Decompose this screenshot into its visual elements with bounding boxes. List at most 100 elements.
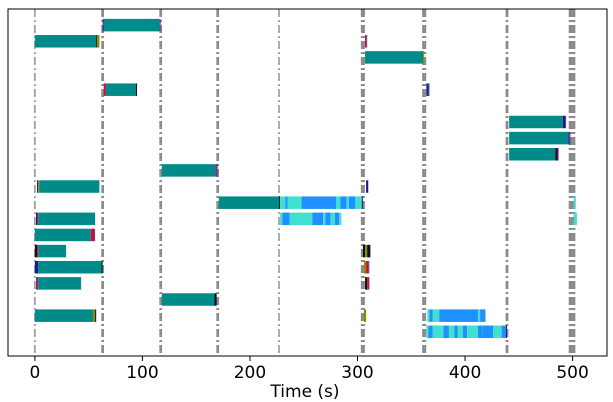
bar-row19-seg3 — [363, 309, 367, 322]
bar-row5-seg4 — [428, 83, 430, 96]
bar-row5-seg3 — [426, 83, 429, 96]
bar-row13-seg9 — [330, 212, 335, 226]
bar-row20-seg6 — [457, 325, 463, 339]
bar-row18-seg1 — [214, 293, 217, 306]
bar-row1-seg2 — [159, 18, 161, 32]
bar-row13-seg8 — [325, 212, 331, 226]
bar-row20-seg0 — [426, 325, 429, 339]
bar-row2-seg0 — [34, 35, 97, 48]
bar-row2-seg2 — [97, 35, 100, 48]
phase-lines — [34, 9, 576, 356]
bar-row16-seg1 — [38, 260, 102, 274]
bar-row7-seg2 — [565, 115, 567, 129]
bar-row12-seg12 — [573, 196, 576, 209]
bar-row18-seg0 — [161, 293, 215, 306]
bar-row13-seg2 — [38, 212, 96, 226]
bar-row12-seg2 — [280, 196, 286, 209]
x-tick-label-300: 300 — [341, 363, 373, 383]
bar-row16-seg3 — [363, 260, 367, 274]
bar-row17-seg2 — [38, 277, 82, 290]
bar-row20-seg8 — [467, 325, 478, 339]
bar-row8-seg2 — [569, 131, 571, 145]
bar-row13-seg0 — [35, 212, 38, 226]
bar-row19-seg9 — [480, 309, 486, 322]
bar-row12-seg9 — [348, 196, 356, 209]
x-axis-title: Time (s) — [269, 382, 339, 402]
bar-row2-seg3 — [365, 35, 367, 48]
bar-row10-seg1 — [215, 164, 218, 177]
bar-row17-seg3 — [365, 277, 368, 290]
bar-row19-seg0 — [34, 309, 93, 322]
bar-row20-seg4 — [448, 325, 455, 339]
bar-row3-seg0 — [365, 51, 424, 64]
bar-row13-seg7 — [323, 212, 326, 226]
x-axis: 0 100 200 300 400 500 — [29, 356, 589, 383]
x-tick-label-0: 0 — [29, 363, 40, 383]
bar-row10-seg0 — [161, 164, 216, 177]
bar-row13-seg10 — [334, 212, 340, 226]
bar-row8-seg0 — [509, 131, 569, 145]
bar-row7-seg1 — [562, 115, 566, 129]
bar-row20-seg7 — [462, 325, 468, 339]
bar-row17-seg1 — [37, 277, 39, 290]
bar-row19-seg5 — [429, 309, 433, 322]
bar-row1-seg0 — [102, 18, 104, 32]
bar-row20-seg1 — [428, 325, 433, 339]
bar-row19-seg4 — [427, 309, 430, 322]
bar-row5-seg1 — [105, 83, 136, 96]
bar-row12-seg0 — [218, 196, 280, 209]
bar-row15-seg3 — [362, 244, 366, 258]
bar-row9-seg2 — [557, 148, 559, 161]
bar-row9-seg1 — [555, 148, 558, 161]
bar-row15-seg2 — [38, 244, 67, 258]
bar-row16-seg5 — [368, 260, 370, 274]
bar-row13-seg12 — [573, 212, 577, 226]
bar-row20-seg11 — [493, 325, 502, 339]
bar-row20-seg12 — [501, 325, 506, 339]
bars — [34, 18, 577, 339]
plot-frame — [7, 8, 608, 357]
bar-row20-seg9 — [477, 325, 483, 339]
bar-row12-seg3 — [285, 196, 288, 209]
bar-row20-seg5 — [454, 325, 458, 339]
bar-row11-seg2 — [39, 180, 100, 193]
bar-row15-seg1 — [37, 244, 39, 258]
bar-row11-seg3 — [366, 180, 369, 193]
bar-row12-seg11 — [361, 196, 363, 209]
bar-row20-seg10 — [482, 325, 494, 339]
bar-row19-seg2 — [95, 309, 97, 322]
bar-row14-seg2 — [94, 228, 96, 242]
bar-row13-seg3 — [280, 212, 283, 226]
bar-row13-seg11 — [339, 212, 342, 226]
bar-row12-seg7 — [340, 196, 347, 209]
bar-row5-seg2 — [135, 83, 138, 96]
bar-row12-seg1 — [279, 196, 281, 209]
x-tick-label-400: 400 — [449, 363, 481, 383]
bar-row12-seg4 — [287, 196, 302, 209]
bar-row14-seg0 — [34, 228, 91, 242]
bar-row11-seg0 — [37, 180, 39, 193]
bar-row12-seg5 — [301, 196, 336, 209]
bar-row13-seg1 — [37, 212, 39, 226]
bar-row5-seg0 — [103, 83, 106, 96]
bar-row14-seg1 — [90, 228, 95, 242]
x-tick-label-100: 100 — [126, 363, 158, 383]
bar-row12-seg6 — [335, 196, 341, 209]
bar-row16-seg0 — [34, 260, 39, 274]
bar-row19-seg1 — [92, 309, 96, 322]
bar-row15-seg0 — [34, 244, 38, 258]
bar-row20-seg3 — [443, 325, 449, 339]
bar-row16-seg4 — [366, 260, 369, 274]
x-tick-label-500: 500 — [556, 363, 588, 383]
bar-row15-seg5 — [367, 244, 371, 258]
bar-row12-seg10 — [355, 196, 362, 209]
bar-row17-seg4 — [367, 277, 370, 290]
bar-row2-seg4 — [366, 35, 368, 48]
bar-row19-seg8 — [477, 309, 481, 322]
bar-row20-seg13 — [505, 325, 507, 339]
x-tick-label-200: 200 — [234, 363, 266, 383]
bar-row16-seg2 — [101, 260, 103, 274]
bar-row1-seg1 — [103, 18, 160, 32]
bar-row13-seg5 — [289, 212, 313, 226]
